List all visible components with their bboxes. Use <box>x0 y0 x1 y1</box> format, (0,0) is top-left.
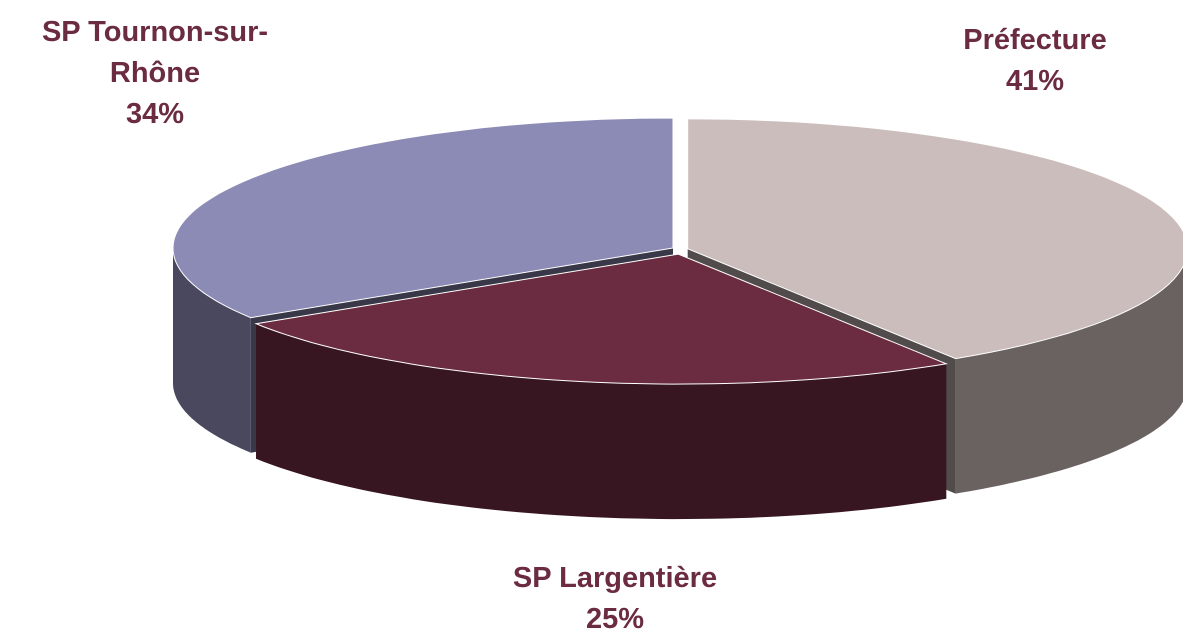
value-label: 25% <box>585 603 645 635</box>
slice-label: SP Largentière 25% <box>465 558 765 640</box>
slice-side <box>173 248 251 453</box>
slice <box>254 253 949 385</box>
category-label: Préfecture <box>963 24 1107 56</box>
slice-side <box>256 323 947 520</box>
slice-label: SP Tournon-sur-Rhône 34% <box>0 12 310 135</box>
value-label: 41% <box>1005 65 1065 97</box>
category-label: SP Largentière <box>512 562 718 594</box>
category-label: SP Tournon-sur-Rhône <box>41 16 269 89</box>
slice <box>172 117 674 319</box>
value-label: 34% <box>125 98 185 130</box>
slice-label: Préfecture 41% <box>900 20 1170 102</box>
slice <box>687 118 1183 360</box>
slice-side <box>955 266 1183 494</box>
